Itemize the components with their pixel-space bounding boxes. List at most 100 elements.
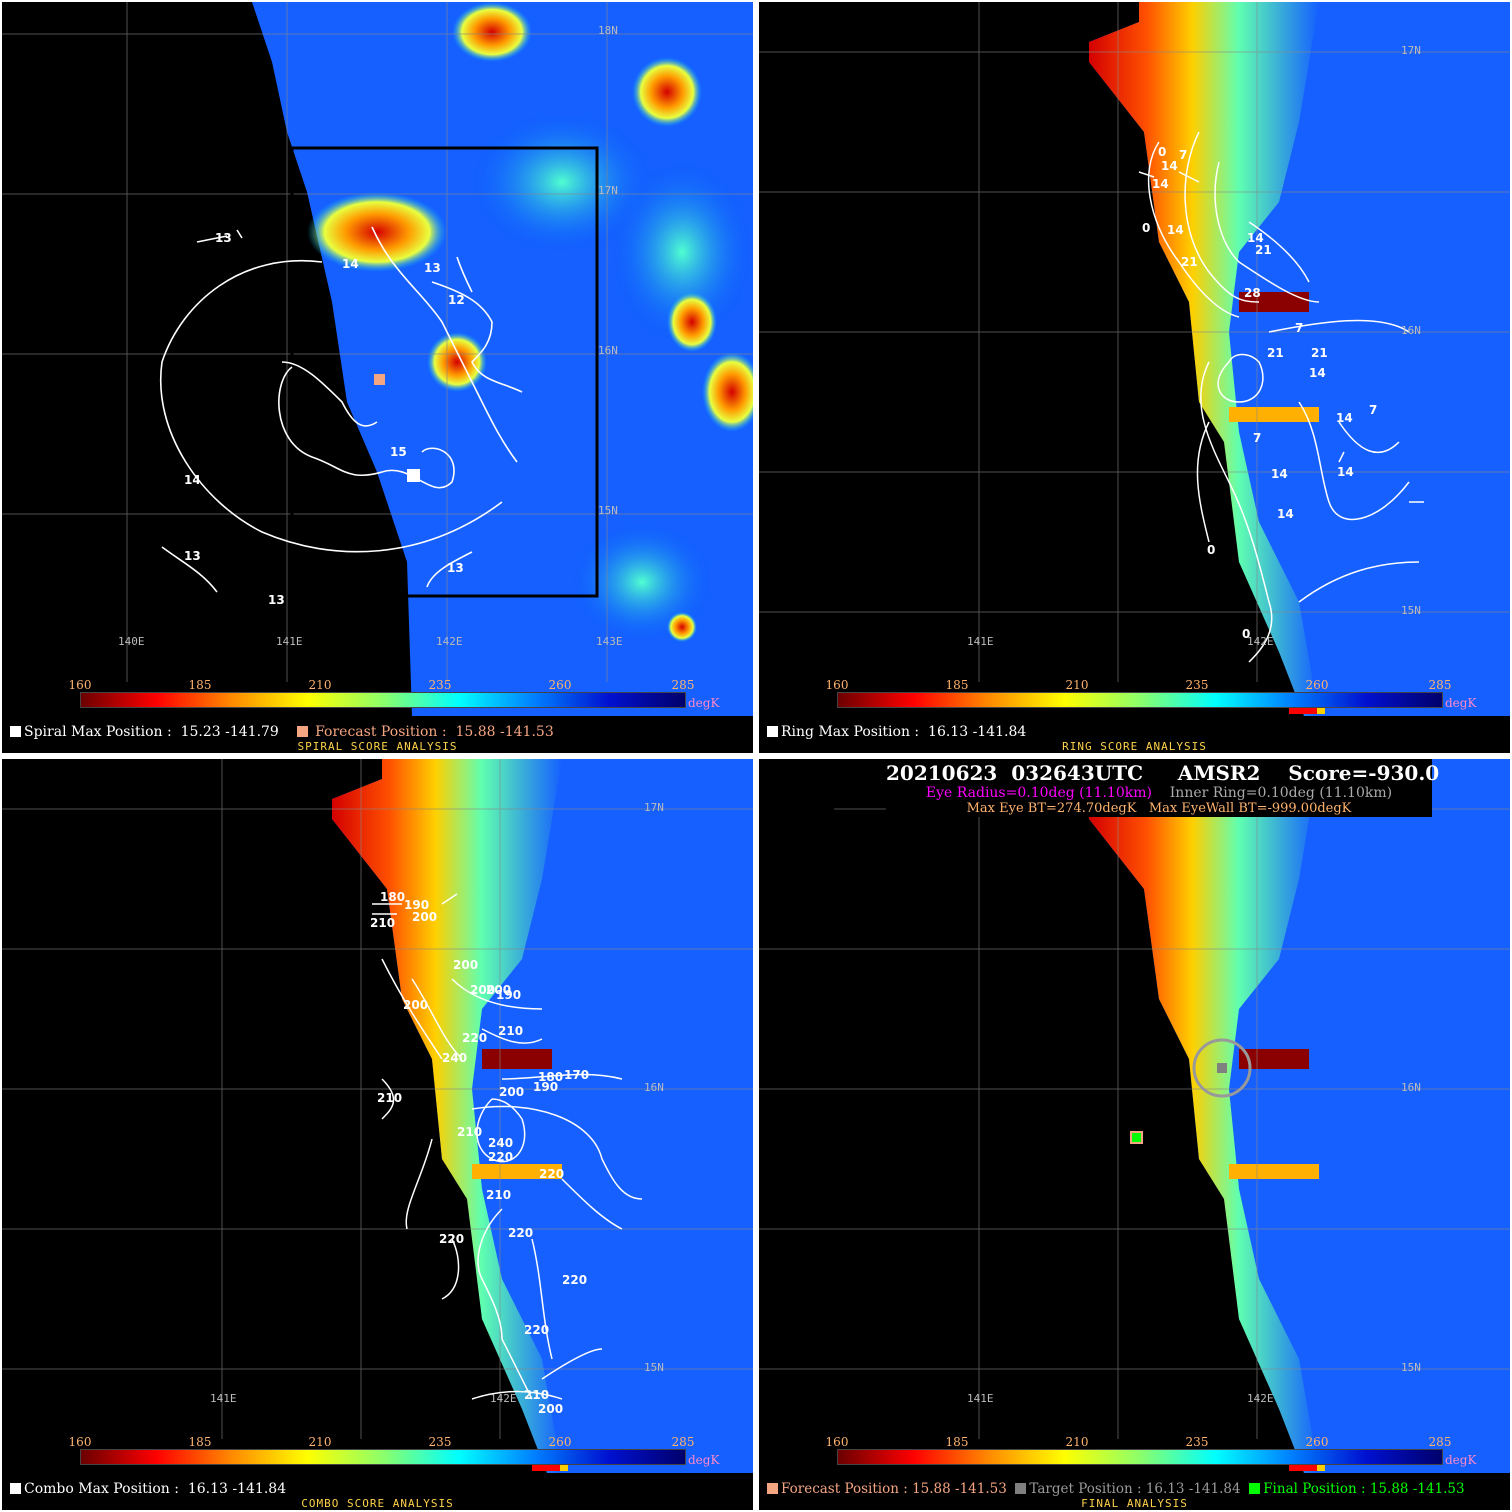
contour-label: 220 (508, 1226, 533, 1240)
ring-marker-icon (767, 726, 778, 737)
contour-label: 190 (404, 898, 429, 912)
target-position-marker (1217, 1063, 1227, 1073)
colorbar-tick: 160 (825, 678, 849, 692)
target-label: Target Position : (1029, 1481, 1142, 1497)
contour-label: 210 (377, 1091, 402, 1105)
eye-radius: Eye Radius=0.10deg (11.10km) (925, 785, 1152, 801)
colorbar-tick: 285 (671, 1435, 695, 1449)
ring-map: 0 7 14 14 0 14 14 21 21 28 21 21 14 7 14… (759, 2, 1510, 716)
inner-ring: Inner Ring=0.10deg (11.10km) (1169, 785, 1393, 801)
position-line: Ring Max Position : 16.13 -141.84 (767, 724, 1026, 740)
position-value: 16.13 -141.84 (187, 1481, 287, 1497)
contour-label: 220 (462, 1031, 487, 1045)
contour-label: 210 (524, 1388, 549, 1402)
contour-label: 13 (424, 261, 441, 275)
position-label: Combo Max Position : (24, 1481, 179, 1497)
colorbar-unit: degK (1445, 696, 1477, 710)
forecast-label: Forecast Position : (315, 724, 447, 740)
contour-label: 190 (533, 1080, 558, 1094)
lon-label: 142E (436, 635, 463, 648)
lat-label: 16N (1401, 1081, 1421, 1094)
lat-label: 17N (1401, 44, 1421, 57)
colorbar-tick: 285 (1428, 1435, 1452, 1449)
contour-label: 0 (1142, 221, 1150, 235)
final-label: Final Position : (1263, 1481, 1366, 1497)
colorbar-tick: 185 (945, 678, 969, 692)
contour-label: 14 (184, 473, 201, 487)
contour-label: 210 (370, 916, 395, 930)
contour-label: 14 (1309, 366, 1326, 380)
header-title: 20210623 032643UTC AMSR2 Score=-930.0 (886, 761, 1440, 785)
contour-label: 14 (1161, 159, 1178, 173)
final-value: 15.88 -141.53 (1369, 1481, 1465, 1497)
contour-label: 170 (564, 1068, 589, 1082)
colorbar-tick: 235 (428, 1435, 452, 1449)
contour-label: 14 (1271, 467, 1288, 481)
combo-map: 180 190 200 210 200 200 200 190 200 220 … (2, 759, 753, 1473)
position-line: Spiral Max Position : 15.23 -141.79 Fore… (10, 724, 554, 740)
contour-label: 21 (1255, 243, 1272, 257)
lon-label: 142E (490, 1392, 517, 1405)
colorbar-tick: 160 (68, 1435, 92, 1449)
colorbar (837, 692, 1443, 708)
colorbar-tick: 210 (1065, 678, 1089, 692)
lat-label: 17N (644, 801, 664, 814)
lon-label: 142E (1247, 1392, 1274, 1405)
colorbar-tick: 260 (1305, 678, 1329, 692)
colorbar-tick: 185 (188, 678, 212, 692)
contour-label: 7 (1179, 148, 1187, 162)
combo-panel: 180 190 200 210 200 200 200 190 200 220 … (2, 759, 753, 1510)
contour-label: 180 (380, 890, 405, 904)
colorbar-tick: 210 (1065, 1435, 1089, 1449)
spiral-marker-icon (10, 726, 21, 737)
contour-label: 200 (412, 910, 437, 924)
position-line: Combo Max Position : 16.13 -141.84 (10, 1481, 286, 1497)
contour-label: 14 (1277, 507, 1294, 521)
lat-label: 15N (598, 504, 618, 517)
colorbar-tick: 235 (1185, 1435, 1209, 1449)
lon-label: 141E (210, 1392, 237, 1405)
position-label: Ring Max Position : (781, 724, 920, 740)
contour-label: 180 (538, 1070, 563, 1084)
header-bt-line: Max Eye BT=274.70degK Max EyeWall BT=-99… (886, 801, 1432, 816)
forecast-position-marker (374, 374, 385, 385)
info-bar: Spiral Max Position : 15.23 -141.79 Fore… (2, 716, 753, 753)
contour-label: 210 (498, 1024, 523, 1038)
contour-label: 13 (268, 593, 285, 607)
contour-label: 14 (1247, 231, 1264, 245)
lat-label: 15N (1401, 1361, 1421, 1374)
lat-label: 15N (644, 1361, 664, 1374)
contour-label: 12 (448, 293, 465, 307)
panel-title: SPIRAL SCORE ANALYSIS (297, 740, 458, 753)
contour-label: 220 (439, 1232, 464, 1246)
colorbar (80, 1449, 686, 1465)
info-bar: Ring Max Position : 16.13 -141.84 RING S… (759, 716, 1510, 753)
forecast-marker-icon (767, 1483, 778, 1494)
ring-panel: 0 7 14 14 0 14 14 21 21 28 21 21 14 7 14… (759, 2, 1510, 753)
contour-label: 15 (390, 445, 407, 459)
contour-label: 14 (1337, 465, 1354, 479)
contour-label: 210 (486, 1188, 511, 1202)
colorbar-tick: 185 (945, 1435, 969, 1449)
inner-ring-circle (1192, 1038, 1252, 1098)
colorbar-tick: 285 (1428, 678, 1452, 692)
target-value: 16.13 -141.84 (1145, 1481, 1241, 1497)
contour-label: 190 (496, 988, 521, 1002)
max-eyewall-bt: Max EyeWall BT=-999.00degK (1148, 801, 1352, 816)
spiral-map: 13 14 13 12 15 14 13 13 13 (2, 2, 753, 716)
panel-title: COMBO SCORE ANALYSIS (301, 1497, 454, 1510)
colorbar-tick: 235 (1185, 678, 1209, 692)
lat-label: 17N (598, 184, 618, 197)
contour-label: 220 (488, 1150, 513, 1164)
colorbar-tick: 260 (548, 678, 572, 692)
colorbar-tick: 260 (548, 1435, 572, 1449)
forecast-label: Forecast Position : (781, 1481, 908, 1497)
info-bar: Forecast Position : 15.88 -141.53 Target… (759, 1473, 1510, 1510)
contour-label: 0 (1207, 543, 1215, 557)
spiral-panel: 13 14 13 12 15 14 13 13 13 18N 17N 16N 1… (2, 2, 753, 753)
contour-label: 14 (1336, 411, 1353, 425)
colorbar-unit: degK (1445, 1453, 1477, 1467)
contour-label: 14 (1152, 177, 1169, 191)
contour-label: 210 (457, 1125, 482, 1139)
contour-label: 200 (470, 983, 495, 997)
